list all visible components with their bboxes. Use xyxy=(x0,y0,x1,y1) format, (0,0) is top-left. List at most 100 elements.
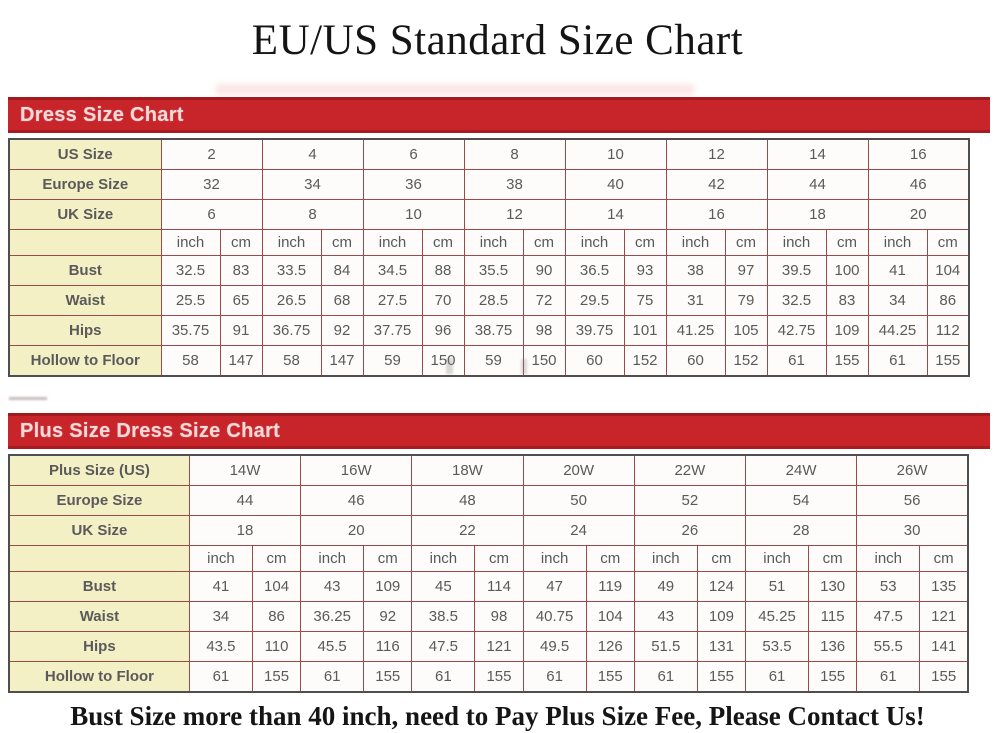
row-label: Hollow to Floor xyxy=(8,345,162,377)
unit-cell-inch: inch xyxy=(261,229,322,256)
size-cell: 18W xyxy=(411,454,524,486)
size-cell: 4 xyxy=(261,138,364,170)
unit-cell-inch: inch xyxy=(188,545,254,572)
dress-size-table: US Size 2 4 6 8 10 12 14 16 Europe Size 32 34 36 38 40… xyxy=(8,138,970,377)
measure-cell-inch: 51 xyxy=(744,571,810,602)
measure-cell-inch: 61 xyxy=(744,661,810,693)
measure-row: Hips 35.75 91 36.75 92 37.75 96 38.75 98 39.75 101… xyxy=(8,315,970,346)
unit-cell-cm: cm xyxy=(926,229,970,256)
measure-cell-cm: 136 xyxy=(808,631,858,662)
unit-cell-cm: cm xyxy=(320,229,364,256)
measure-cell-inch: 26.5 xyxy=(261,285,322,316)
unit-cell-inch: inch xyxy=(766,229,827,256)
size-cell: 12 xyxy=(665,138,768,170)
measure-cell-inch: 35.5 xyxy=(463,255,524,286)
measure-cell-cm: 152 xyxy=(623,345,667,377)
measure-cell-cm: 75 xyxy=(623,285,667,316)
unit-cell-inch: inch xyxy=(300,545,365,572)
size-cell: 48 xyxy=(411,485,524,516)
measure-cell-inch: 38.75 xyxy=(463,315,524,346)
size-cell: 54 xyxy=(744,485,858,516)
page-title: EU/US Standard Size Chart xyxy=(251,17,744,64)
measure-cell-inch: 43.5 xyxy=(188,631,254,662)
measure-cell-inch: 61 xyxy=(867,345,928,377)
footer-note: Bust Size more than 40 inch, need to Pay… xyxy=(70,701,925,731)
size-cell: 6 xyxy=(160,199,263,230)
row-label: Hollow to Floor xyxy=(8,661,190,693)
measure-cell-cm: 96 xyxy=(421,315,465,346)
measure-cell-cm: 97 xyxy=(724,255,768,286)
table-title: Plus Size Dress Size Chart xyxy=(20,420,281,442)
measure-row: Hollow to Floor 58 147 58 147 59 150 59 150 60 152… xyxy=(8,345,970,377)
measure-cell-inch: 59 xyxy=(362,345,423,377)
size-cell: 12 xyxy=(463,199,566,230)
unit-row-label-spacer xyxy=(8,229,162,256)
size-row: UK Size 6 8 10 12 14 16 18 20 xyxy=(8,199,970,230)
measure-cell-cm: 79 xyxy=(724,285,768,316)
measure-cell-cm: 124 xyxy=(696,571,746,602)
table-title: Dress Size Chart xyxy=(20,104,184,126)
measure-cell-cm: 155 xyxy=(825,345,869,377)
measure-cell-inch: 39.75 xyxy=(564,315,625,346)
unit-cell-cm: cm xyxy=(219,229,263,256)
unit-cell-inch: inch xyxy=(867,229,928,256)
measure-cell-inch: 61 xyxy=(300,661,365,693)
measure-cell-inch: 41 xyxy=(188,571,254,602)
measure-cell-cm: 155 xyxy=(251,661,302,693)
size-cell: 6 xyxy=(362,138,465,170)
size-cell: 20 xyxy=(300,515,413,546)
measure-cell-inch: 29.5 xyxy=(564,285,625,316)
measure-cell-inch: 45.25 xyxy=(744,601,810,632)
unit-cell-cm: cm xyxy=(808,545,858,572)
measure-cell-cm: 83 xyxy=(825,285,869,316)
measure-cell-inch: 35.75 xyxy=(160,315,221,346)
row-label: Bust xyxy=(8,255,162,286)
unit-cell-cm: cm xyxy=(474,545,524,572)
measure-cell-cm: 86 xyxy=(926,285,970,316)
measure-row: Hollow to Floor 61 155 61 155 61 155 61 155 61 155… xyxy=(8,661,969,693)
measure-cell-inch: 28.5 xyxy=(463,285,524,316)
unit-cell-cm: cm xyxy=(724,229,768,256)
row-label: Plus Size (US) xyxy=(8,454,190,486)
measure-cell-inch: 40.75 xyxy=(522,601,587,632)
unit-cell-inch: inch xyxy=(522,545,587,572)
measure-cell-cm: 147 xyxy=(320,345,364,377)
measure-cell-cm: 104 xyxy=(585,601,635,632)
size-cell: 2 xyxy=(160,138,263,170)
measure-cell-cm: 92 xyxy=(363,601,413,632)
size-cell: 8 xyxy=(463,138,566,170)
measure-cell-inch: 47.5 xyxy=(411,631,476,662)
size-cell: 24W xyxy=(744,454,858,486)
size-row: Plus Size (US) 14W 16W 18W 20W 22W 24W 26W xyxy=(8,454,969,486)
measure-cell-cm: 155 xyxy=(585,661,635,693)
plus-size-chart-header-bar: Plus Size Dress Size Chart xyxy=(8,413,990,449)
measure-cell-inch: 44.25 xyxy=(867,315,928,346)
row-label: Hips xyxy=(8,631,190,662)
measure-cell-cm: 86 xyxy=(251,601,302,632)
measure-cell-inch: 45.5 xyxy=(300,631,365,662)
unit-cell-cm: cm xyxy=(251,545,302,572)
watermark-artifact xyxy=(9,397,47,400)
size-cell: 10 xyxy=(564,138,667,170)
size-cell: 26 xyxy=(633,515,746,546)
row-label: UK Size xyxy=(8,199,162,230)
unit-cell-cm: cm xyxy=(421,229,465,256)
size-cell: 38 xyxy=(463,169,566,200)
unit-cell-cm: cm xyxy=(623,229,667,256)
measure-cell-cm: 121 xyxy=(919,601,969,632)
size-cell: 16 xyxy=(665,199,768,230)
size-cell: 30 xyxy=(856,515,969,546)
unit-cell-inch: inch xyxy=(160,229,221,256)
size-cell: 44 xyxy=(188,485,302,516)
unit-cell-cm: cm xyxy=(825,229,869,256)
measure-row: Bust 41 104 43 109 45 114 47 119 49 124 51 130 53 135 xyxy=(8,571,969,602)
measure-cell-inch: 61 xyxy=(856,661,921,693)
size-row: Europe Size 32 34 36 38 40 42 44 46 xyxy=(8,169,970,200)
measure-cell-inch: 45 xyxy=(411,571,476,602)
measure-cell-cm: 110 xyxy=(251,631,302,662)
measure-cell-cm: 109 xyxy=(363,571,413,602)
measure-cell-inch: 61 xyxy=(411,661,476,693)
measure-cell-cm: 130 xyxy=(808,571,858,602)
measure-row: Waist 25.5 65 26.5 68 27.5 70 28.5 72 29.5 75 31 79 3… xyxy=(8,285,970,316)
unit-row-label-spacer xyxy=(8,545,190,572)
